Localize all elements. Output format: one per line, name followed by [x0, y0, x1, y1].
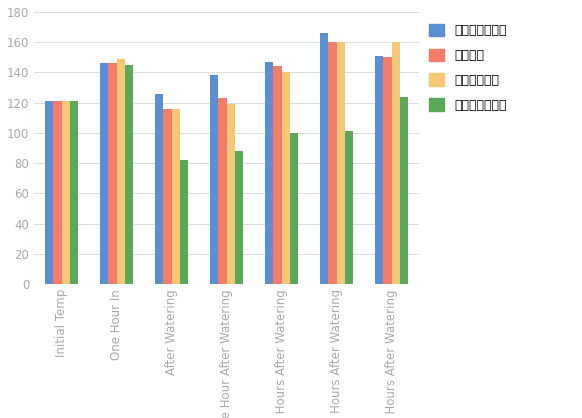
Bar	[336, 42, 345, 284]
Bar	[54, 101, 62, 284]
Bar	[274, 66, 282, 284]
Bar	[226, 104, 235, 284]
Bar	[235, 151, 243, 284]
Bar	[70, 101, 78, 284]
Bar	[282, 72, 290, 284]
Bar	[210, 76, 218, 284]
Bar	[100, 64, 108, 284]
Bar	[384, 57, 392, 284]
Bar	[320, 33, 328, 284]
Legend: 未经处理的草坪, 沙子填充, 碎橡胶填充物, 沸石草坪填充物: 未经处理的草坪, 沙子填充, 碎橡胶填充物, 沸石草坪填充物	[429, 24, 507, 112]
Bar	[116, 59, 125, 284]
Bar	[392, 42, 400, 284]
Bar	[108, 64, 116, 284]
Bar	[328, 42, 336, 284]
Bar	[400, 97, 408, 284]
Bar	[164, 109, 172, 284]
Bar	[290, 133, 298, 284]
Bar	[345, 131, 353, 284]
Bar	[172, 109, 180, 284]
Bar	[45, 101, 54, 284]
Bar	[125, 65, 133, 284]
Bar	[265, 62, 274, 284]
Bar	[218, 98, 226, 284]
Bar	[155, 94, 164, 284]
Bar	[62, 101, 70, 284]
Bar	[180, 160, 188, 284]
Bar	[375, 56, 384, 284]
